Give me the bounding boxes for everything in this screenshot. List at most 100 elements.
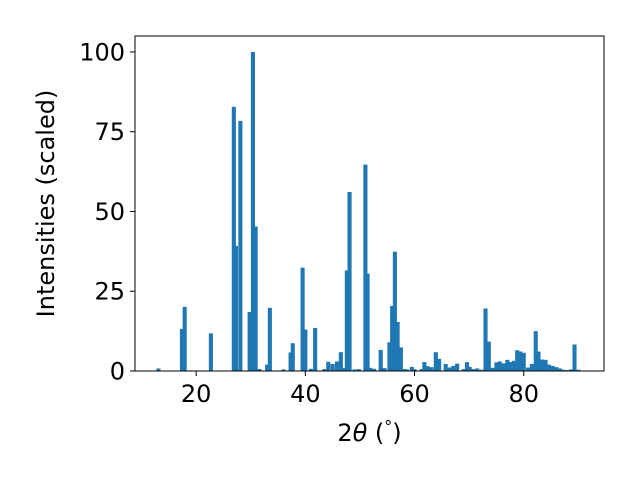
bar	[540, 359, 545, 371]
bar	[156, 368, 161, 371]
bar	[257, 369, 262, 371]
bar	[179, 328, 184, 371]
x-axis-title-part: (	[367, 419, 384, 447]
x-axis-title: 2θ (°)	[337, 417, 401, 447]
bar	[313, 327, 318, 371]
bar	[322, 369, 327, 371]
bar	[250, 51, 255, 371]
x-axis-ticks: 20 40 60 80	[181, 371, 539, 408]
x-axis-title-part: 2	[337, 419, 352, 447]
bar	[392, 251, 397, 371]
bar	[479, 369, 484, 371]
bar	[529, 363, 534, 371]
bar	[518, 351, 523, 371]
bar	[303, 329, 308, 371]
x-axis-title-part: )	[392, 419, 401, 447]
y-tick-label: 50	[94, 198, 125, 226]
bar	[231, 106, 236, 371]
bar	[433, 352, 438, 371]
bar	[409, 366, 414, 371]
bar	[429, 367, 434, 371]
x-tick-label: 80	[508, 380, 539, 408]
bar	[352, 369, 357, 371]
bar	[308, 368, 313, 371]
bar	[557, 368, 562, 371]
bar	[290, 343, 295, 371]
bar	[443, 363, 448, 371]
y-axis-title: Intensities (scaled)	[32, 90, 60, 318]
bar	[395, 321, 400, 371]
bar	[554, 367, 559, 371]
bar	[404, 369, 409, 371]
bar	[372, 368, 377, 371]
bar	[501, 363, 506, 371]
plot-frame	[134, 35, 605, 372]
bar	[451, 365, 456, 371]
bar	[490, 367, 495, 371]
bar	[447, 367, 452, 371]
bar	[338, 352, 343, 371]
bar	[387, 342, 392, 371]
bar	[526, 367, 531, 371]
bars-group	[156, 51, 581, 372]
bar	[300, 267, 305, 371]
bar	[368, 367, 373, 371]
bar	[508, 362, 513, 371]
bar	[281, 369, 286, 371]
bar	[536, 351, 541, 371]
bar	[378, 349, 383, 371]
bar	[521, 352, 526, 371]
bar	[471, 369, 476, 371]
bar	[342, 368, 347, 371]
bar	[505, 359, 510, 371]
bar	[533, 331, 538, 371]
bar	[402, 369, 407, 371]
x-tick-label: 40	[290, 380, 321, 408]
bar	[326, 361, 331, 371]
x-axis-title-degree: °	[384, 417, 392, 436]
bar	[267, 307, 272, 371]
bar	[572, 344, 577, 371]
bar	[486, 341, 491, 371]
bar	[437, 358, 442, 371]
bar	[412, 369, 417, 371]
y-axis-ticks: 0 25 50 75 100	[79, 38, 135, 386]
bar	[497, 361, 502, 371]
y-tick-label: 25	[94, 278, 125, 306]
bar	[182, 306, 187, 371]
bar	[247, 311, 252, 371]
y-tick-label: 0	[110, 358, 125, 386]
bar	[208, 333, 213, 371]
bar	[461, 369, 466, 371]
y-tick-label: 75	[94, 118, 125, 146]
bar	[390, 305, 395, 371]
bar	[344, 270, 349, 371]
bar	[494, 362, 499, 371]
bar	[483, 308, 488, 371]
bar	[365, 273, 370, 371]
bar	[511, 360, 516, 371]
bar	[422, 362, 427, 371]
bar	[561, 369, 566, 371]
bar	[356, 369, 361, 371]
bar	[546, 364, 551, 371]
bar	[464, 362, 469, 371]
bar	[253, 226, 258, 371]
y-tick-label: 100	[79, 38, 125, 66]
bar	[265, 364, 270, 371]
x-axis-title-theta: θ	[353, 419, 368, 447]
bar	[398, 347, 403, 371]
bar	[455, 363, 460, 371]
bar	[330, 363, 335, 371]
bar	[467, 366, 472, 371]
bar	[382, 368, 387, 371]
bar	[288, 352, 293, 371]
x-tick-label: 60	[399, 380, 430, 408]
x-tick-label: 20	[181, 380, 212, 408]
bar	[233, 245, 239, 371]
bar	[515, 350, 520, 371]
bar	[238, 120, 243, 372]
bar	[363, 164, 368, 371]
